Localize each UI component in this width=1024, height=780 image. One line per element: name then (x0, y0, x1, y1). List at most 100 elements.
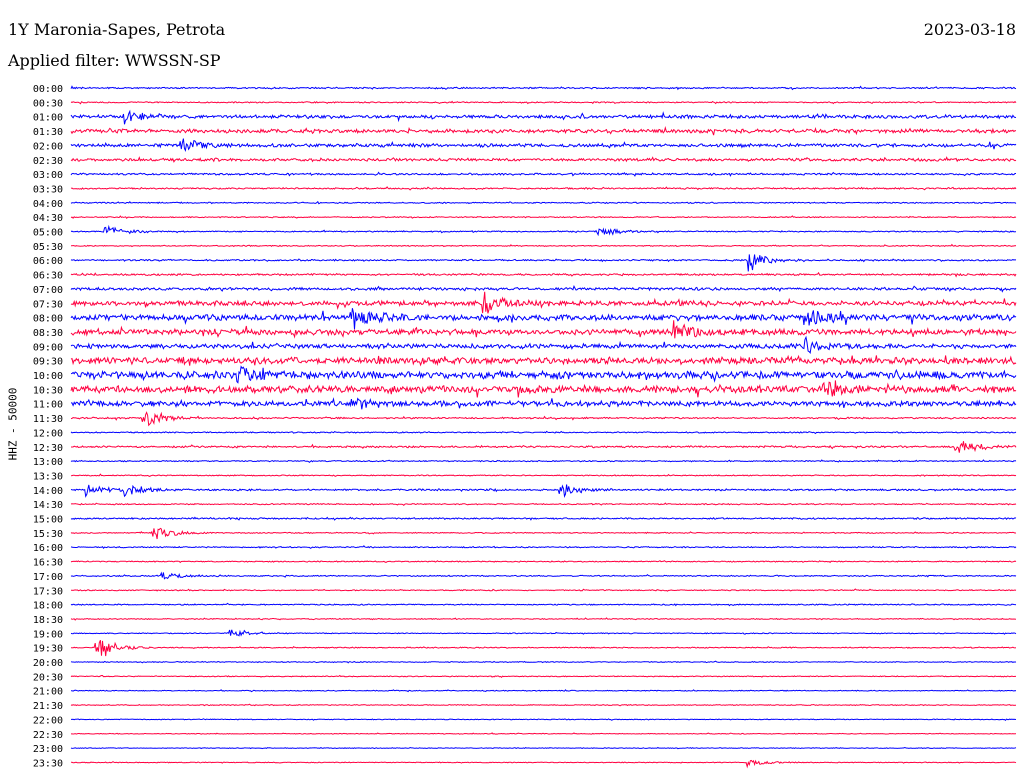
trace-line (70, 320, 1017, 339)
row-time-label: 12:00 (33, 428, 63, 439)
row-time-label: 21:30 (33, 701, 63, 712)
trace-line (70, 484, 1017, 498)
trace-line (71, 718, 1017, 721)
row-time-label: 03:00 (33, 170, 63, 181)
trace-line (70, 660, 1017, 664)
trace-line (70, 224, 1017, 237)
row-time-label: 12:30 (33, 443, 63, 454)
row-time-label: 00:30 (33, 98, 63, 109)
row-time-label: 07:00 (33, 285, 63, 296)
row-time-label: 18:30 (33, 615, 63, 626)
trace-line (70, 285, 1017, 293)
row-time-label: 09:00 (33, 342, 63, 353)
row-time-label: 11:00 (33, 400, 63, 411)
trace-line (71, 441, 1017, 453)
trace-line (71, 397, 1017, 410)
row-time-label: 10:30 (33, 385, 63, 396)
trace-line (70, 759, 1017, 769)
trace-line (70, 459, 1017, 463)
row-time-label: 19:00 (33, 629, 63, 640)
row-time-label: 15:30 (33, 529, 63, 540)
row-time-label: 17:30 (33, 586, 63, 597)
trace-line (70, 291, 1017, 314)
row-time-label: 14:00 (33, 486, 63, 497)
trace-line (70, 100, 1017, 105)
trace-line (70, 617, 1017, 621)
row-time-label: 05:00 (33, 228, 63, 239)
row-time-label: 21:00 (33, 687, 63, 698)
row-time-label: 22:30 (33, 730, 63, 741)
trace-line (70, 746, 1017, 750)
row-time-label: 07:30 (33, 299, 63, 310)
trace-line (70, 629, 1017, 637)
trace-line (70, 571, 1017, 580)
trace-line (70, 545, 1017, 550)
row-time-label: 16:00 (33, 543, 63, 554)
row-time-label: 02:30 (33, 156, 63, 167)
trace-line (70, 602, 1017, 607)
trace-line (70, 703, 1016, 707)
trace-line (70, 380, 1017, 398)
trace-line (70, 674, 1016, 678)
trace-line (70, 411, 1017, 427)
trace-line (70, 200, 1017, 205)
row-time-label: 23:00 (33, 744, 63, 755)
trace-line (70, 354, 1017, 367)
trace-line (71, 732, 1016, 735)
row-time-label: 08:30 (33, 328, 63, 339)
trace-line (70, 473, 1017, 477)
row-time-label: 19:30 (33, 644, 63, 655)
row-time-label: 17:00 (33, 572, 63, 583)
row-time-label: 15:00 (33, 515, 63, 526)
row-time-label: 20:30 (33, 672, 63, 683)
trace-line (70, 171, 1016, 177)
row-time-label: 01:30 (33, 127, 63, 138)
row-time-label: 23:30 (33, 758, 63, 769)
row-time-label: 16:30 (33, 558, 63, 569)
row-time-label: 20:00 (33, 658, 63, 669)
trace-line (70, 271, 1017, 278)
trace-line (70, 502, 1017, 506)
trace-line (70, 156, 1017, 163)
trace-line (70, 85, 1017, 91)
trace-line (70, 527, 1017, 540)
trace-line (70, 215, 1017, 219)
row-time-label: 06:00 (33, 256, 63, 267)
trace-line (70, 516, 1017, 521)
row-time-label: 04:30 (33, 213, 63, 224)
trace-line (70, 335, 1017, 354)
row-time-label: 13:00 (33, 457, 63, 468)
row-time-label: 13:30 (33, 471, 63, 482)
row-time-label: 14:30 (33, 500, 63, 511)
station-title: 1Y Maronia-Sapes, Petrota (8, 20, 226, 39)
trace-line (70, 243, 1017, 248)
row-time-label: 11:30 (33, 414, 63, 425)
trace-line (71, 640, 1017, 657)
trace-line (71, 588, 1017, 592)
row-time-label: 04:00 (33, 199, 63, 210)
filter-label: Applied filter: WWSSN-SP (8, 51, 221, 70)
date-label: 2023-03-18 (923, 20, 1016, 39)
row-time-label: 08:00 (33, 314, 63, 325)
trace-line (70, 138, 1017, 152)
row-time-label: 01:00 (33, 113, 63, 124)
row-time-label: 06:30 (33, 271, 63, 282)
row-time-label: 02:00 (33, 141, 63, 152)
trace-line (70, 560, 1017, 564)
row-time-label: 09:30 (33, 357, 63, 368)
row-time-label: 22:00 (33, 715, 63, 726)
trace-line (70, 125, 1017, 136)
row-time-label: 03:30 (33, 184, 63, 195)
trace-line (70, 365, 1017, 384)
trace-line (70, 308, 1017, 330)
row-time-label: 05:30 (33, 242, 63, 253)
trace-line (70, 109, 1017, 125)
trace-line (70, 186, 1017, 191)
row-time-label: 10:00 (33, 371, 63, 382)
trace-line (70, 254, 1017, 272)
trace-line (70, 430, 1017, 435)
row-time-label: 18:00 (33, 601, 63, 612)
row-time-label: 00:00 (33, 84, 63, 95)
trace-line (70, 689, 1017, 693)
